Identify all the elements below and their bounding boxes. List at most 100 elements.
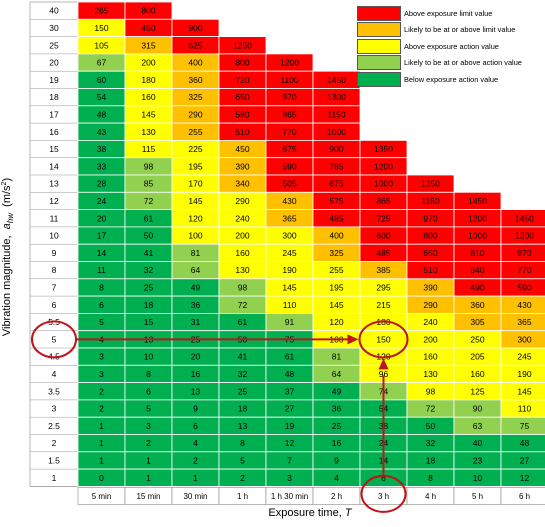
y-tick-label: 19 [49,75,59,85]
cell-value: 160 [423,352,437,362]
cell-value: 315 [141,40,155,50]
cell-value: 61 [285,352,295,362]
cell-value: 1250 [233,40,252,50]
cell-value: 48 [97,109,107,119]
cell-value: 49 [191,282,201,292]
cell-value: 770 [282,127,296,137]
cell-value: 145 [329,300,343,310]
cell-value: 145 [188,196,202,206]
legend-swatch [357,55,401,71]
cell-value: 575 [329,196,343,206]
cell-value: 865 [376,196,390,206]
cell-value: 1 [99,438,104,448]
cell-value: 160 [235,248,249,258]
cell-value: 6 [99,300,104,310]
cell-value: 110 [283,300,297,310]
cell-value: 60 [97,75,107,85]
x-tick-label: 1 h 30 min [271,492,308,501]
y-tick-label: 15 [49,144,59,154]
y-tick-label: 5 [52,334,57,344]
cell-value: 40 [473,438,483,448]
cell-value: 200 [141,58,155,68]
y-tick-label: 8 [52,265,57,275]
cell-value: 4 [334,473,339,483]
legend-item: Above exposure action value [357,38,543,55]
cell-value: 2 [146,438,151,448]
y-tick-label: 20 [49,58,59,68]
cell-value: 130 [235,265,249,275]
cell-value: 675 [329,179,343,189]
cell-value: 200 [423,334,437,344]
cell-value: 115 [142,144,156,154]
cell-value: 400 [188,58,202,68]
legend: Above exposure limit value Likely to be a… [357,5,543,88]
cell-value: 725 [376,213,390,223]
cell-value: 390 [423,282,437,292]
cell-value: 72 [238,300,248,310]
x-tick-label: 5 h [472,492,483,501]
cell-value: 8 [240,438,245,448]
cell-value: 150 [94,23,108,33]
cell-value: 510 [423,265,437,275]
cell-value: 63 [473,421,483,431]
cell-value: 150 [376,334,390,344]
y-tick-label: 1 [52,473,57,483]
cell-value: 900 [188,23,202,33]
cell-value: 41 [238,352,248,362]
y-tick-label: 18 [49,92,59,102]
cell-value: 360 [188,75,202,85]
x-tick-label: 30 min [183,492,207,501]
cell-value: 2 [240,473,245,483]
y-tick-label: 4 [52,369,57,379]
cell-value: 33 [97,161,107,171]
cell-value: 300 [517,334,531,344]
cell-value: 16 [332,438,342,448]
cell-value: 195 [329,282,343,292]
cell-value: 3 [146,421,151,431]
y-tick-label: 1.5 [48,455,60,465]
value-highlight-circle [358,320,409,359]
cell-value: 23 [473,455,483,465]
cell-value: 145 [517,386,531,396]
cell-value: 0 [99,473,104,483]
x-axis-label: Exposure time, T [210,507,410,519]
cell-value: 13 [191,386,201,396]
cell-value: 720 [235,75,249,85]
legend-item: Above exposure limit value [357,5,543,22]
cell-value: 37 [285,386,295,396]
cell-value: 4 [193,438,198,448]
cell-value: 810 [470,248,484,258]
cell-value: 5 [146,404,151,414]
cell-value: 48 [520,438,530,448]
cell-value: 290 [188,109,202,119]
cell-value: 590 [517,282,531,292]
cell-value: 13 [238,421,248,431]
cell-value: 72 [144,196,154,206]
cell-value: 160 [141,92,155,102]
cell-value: 295 [376,282,390,292]
cell-value: 17 [97,231,107,241]
cell-value: 240 [235,213,249,223]
cell-value: 390 [235,161,249,171]
cell-value: 290 [235,196,249,206]
cell-value: 505 [282,179,296,189]
cell-value: 485 [376,248,390,258]
cell-value: 18 [144,300,154,310]
legend-swatch [357,38,401,54]
cell-value: 1 [146,455,151,465]
cell-value: 9 [193,404,198,414]
cell-value: 10 [473,473,483,483]
cell-value: 81 [332,352,342,362]
cell-value: 245 [282,248,296,258]
cell-value: 365 [282,213,296,223]
legend-swatch [357,22,401,38]
cell-value: 27 [520,455,530,465]
cell-value: 85 [144,179,154,189]
cell-value: 105 [94,40,108,50]
legend-swatch [357,71,401,87]
cell-value: 250 [470,334,484,344]
cell-value: 290 [423,300,437,310]
cell-value: 650 [423,248,437,258]
cell-value: 325 [188,92,202,102]
cell-value: 130 [141,127,155,137]
